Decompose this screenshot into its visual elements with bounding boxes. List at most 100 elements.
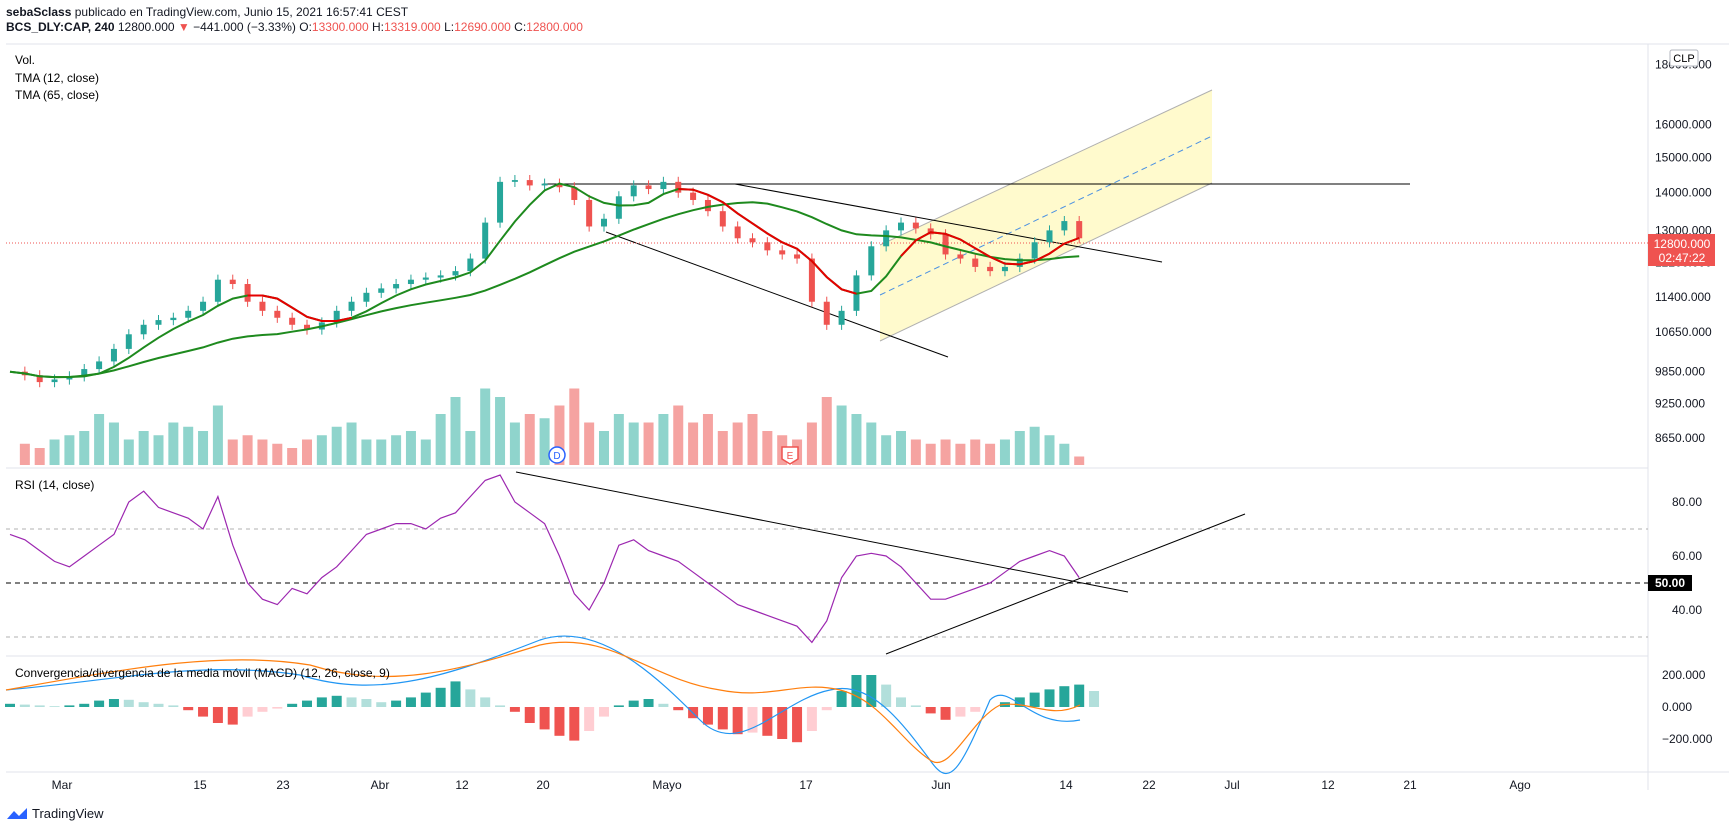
candle-body[interactable] — [393, 284, 400, 289]
candle-body[interactable] — [823, 301, 830, 325]
candle-body[interactable] — [125, 334, 132, 349]
symbol-label[interactable]: BCS_DLY:CAP, 240 — [6, 20, 115, 34]
high-value: 13319.000 — [384, 20, 441, 34]
macd-line[interactable] — [5, 635, 1081, 774]
candle-body[interactable] — [1031, 242, 1038, 259]
channel-upper-line[interactable] — [879, 89, 1213, 246]
time-tick: Jun — [931, 778, 950, 792]
candle-body[interactable] — [912, 222, 919, 229]
dividend-marker[interactable] — [548, 446, 566, 464]
volume-bar — [1029, 426, 1040, 465]
candle-body[interactable] — [1061, 221, 1068, 231]
candle-body[interactable] — [675, 181, 682, 193]
candle-body[interactable] — [719, 211, 726, 227]
candle-body[interactable] — [556, 183, 563, 188]
candle-body[interactable] — [779, 250, 786, 255]
candle-body[interactable] — [526, 180, 533, 186]
candle-body[interactable] — [764, 242, 771, 251]
candle-body[interactable] — [274, 310, 281, 318]
open-label: O: — [299, 20, 312, 34]
candle-body[interactable] — [36, 375, 43, 383]
macd-axis[interactable]: 200.000 0.000 −200.000 — [1662, 668, 1713, 746]
candle-body[interactable] — [437, 275, 444, 278]
channel-lower-line[interactable] — [879, 182, 1213, 342]
candle-body[interactable] — [185, 310, 192, 318]
publish-line: sebaSclass publicado en TradingView.com,… — [6, 5, 583, 20]
time-axis[interactable]: Mar 15 23 Abr 12 20 Mayo 17 Jun 14 22 Jul 12 21 Ago — [52, 778, 1531, 792]
candle-body[interactable] — [571, 187, 578, 200]
price-axis[interactable]: 18000.00016000.00015000.00014000.0001300… — [1655, 58, 1712, 445]
candle-body[interactable] — [511, 180, 518, 182]
candle-body[interactable] — [898, 222, 904, 231]
candle-body[interactable] — [200, 301, 207, 311]
currency-badge-box[interactable] — [1669, 49, 1699, 67]
candle-body[interactable] — [987, 266, 994, 272]
candle-body[interactable] — [645, 185, 652, 190]
candle-body[interactable] — [942, 234, 949, 255]
macd-bar — [94, 700, 105, 707]
volume-bar — [420, 439, 431, 465]
currency-badge[interactable]: CLP — [1673, 53, 1694, 65]
candle-body[interactable] — [868, 246, 875, 276]
candle-body[interactable] — [704, 199, 711, 212]
candle-body[interactable] — [110, 348, 117, 362]
candle-body[interactable] — [1076, 221, 1083, 239]
channel-mid-line[interactable] — [879, 135, 1213, 296]
candle-body[interactable] — [304, 324, 310, 330]
candle-body[interactable] — [749, 238, 756, 243]
candle-body[interactable] — [690, 192, 697, 200]
candle-body[interactable] — [957, 254, 964, 259]
candle-body[interactable] — [155, 320, 162, 325]
macd-histogram — [5, 675, 1100, 743]
lower-trendline[interactable] — [605, 231, 949, 358]
candle-body[interactable] — [497, 181, 504, 223]
candle-body[interactable] — [630, 185, 637, 197]
candle-body[interactable] — [586, 199, 593, 227]
footer-brand[interactable]: TradingView — [6, 806, 104, 821]
rsi-axis[interactable]: 80.00 60.00 40.00 — [1672, 495, 1702, 617]
candle-body[interactable] — [615, 196, 622, 219]
candle-body[interactable] — [363, 292, 370, 302]
candle-body[interactable] — [289, 317, 296, 325]
signal-line[interactable] — [5, 641, 1081, 764]
rsi-descending-trendline[interactable] — [515, 471, 1129, 593]
candle-body[interactable] — [170, 317, 177, 321]
candle-body[interactable] — [1001, 266, 1008, 272]
candle-body[interactable] — [96, 361, 103, 370]
candle-body[interactable] — [660, 181, 667, 190]
candle-body[interactable] — [333, 310, 340, 323]
candle-body[interactable] — [1046, 230, 1053, 243]
candle-body[interactable] — [407, 279, 414, 285]
candle-body[interactable] — [883, 230, 890, 247]
author-name[interactable]: sebaSclass — [6, 5, 72, 19]
candle-body[interactable] — [467, 258, 474, 272]
candle-body[interactable] — [482, 222, 489, 259]
candle-body[interactable] — [452, 271, 459, 276]
candle-body[interactable] — [838, 310, 845, 325]
candle-body[interactable] — [794, 254, 801, 259]
candle-body[interactable] — [140, 324, 147, 335]
volume-bar — [688, 422, 699, 465]
candle-body[interactable] — [81, 369, 88, 377]
candle-body[interactable] — [378, 288, 385, 293]
rsi-ascending-trendline[interactable] — [885, 513, 1246, 655]
candle-body[interactable] — [1016, 258, 1023, 267]
tma12-red-segment[interactable] — [247, 188, 1080, 322]
candle-body[interactable] — [259, 301, 266, 311]
candle-body[interactable] — [734, 226, 741, 239]
tma65-line[interactable] — [9, 201, 1080, 379]
candle-body[interactable] — [601, 218, 607, 227]
candle-body[interactable] — [541, 183, 548, 186]
candle-body[interactable] — [348, 301, 355, 311]
candle-body[interactable] — [808, 258, 815, 302]
rsi-line[interactable] — [9, 474, 1080, 644]
candle-body[interactable] — [229, 279, 236, 285]
candle-body[interactable] — [244, 284, 251, 302]
descending-trendline[interactable] — [734, 183, 1163, 263]
candle-body[interactable] — [972, 258, 979, 267]
earnings-marker[interactable] — [781, 446, 799, 465]
candle-body[interactable] — [422, 277, 429, 280]
candle-body[interactable] — [51, 379, 58, 383]
candle-body[interactable] — [214, 279, 221, 302]
